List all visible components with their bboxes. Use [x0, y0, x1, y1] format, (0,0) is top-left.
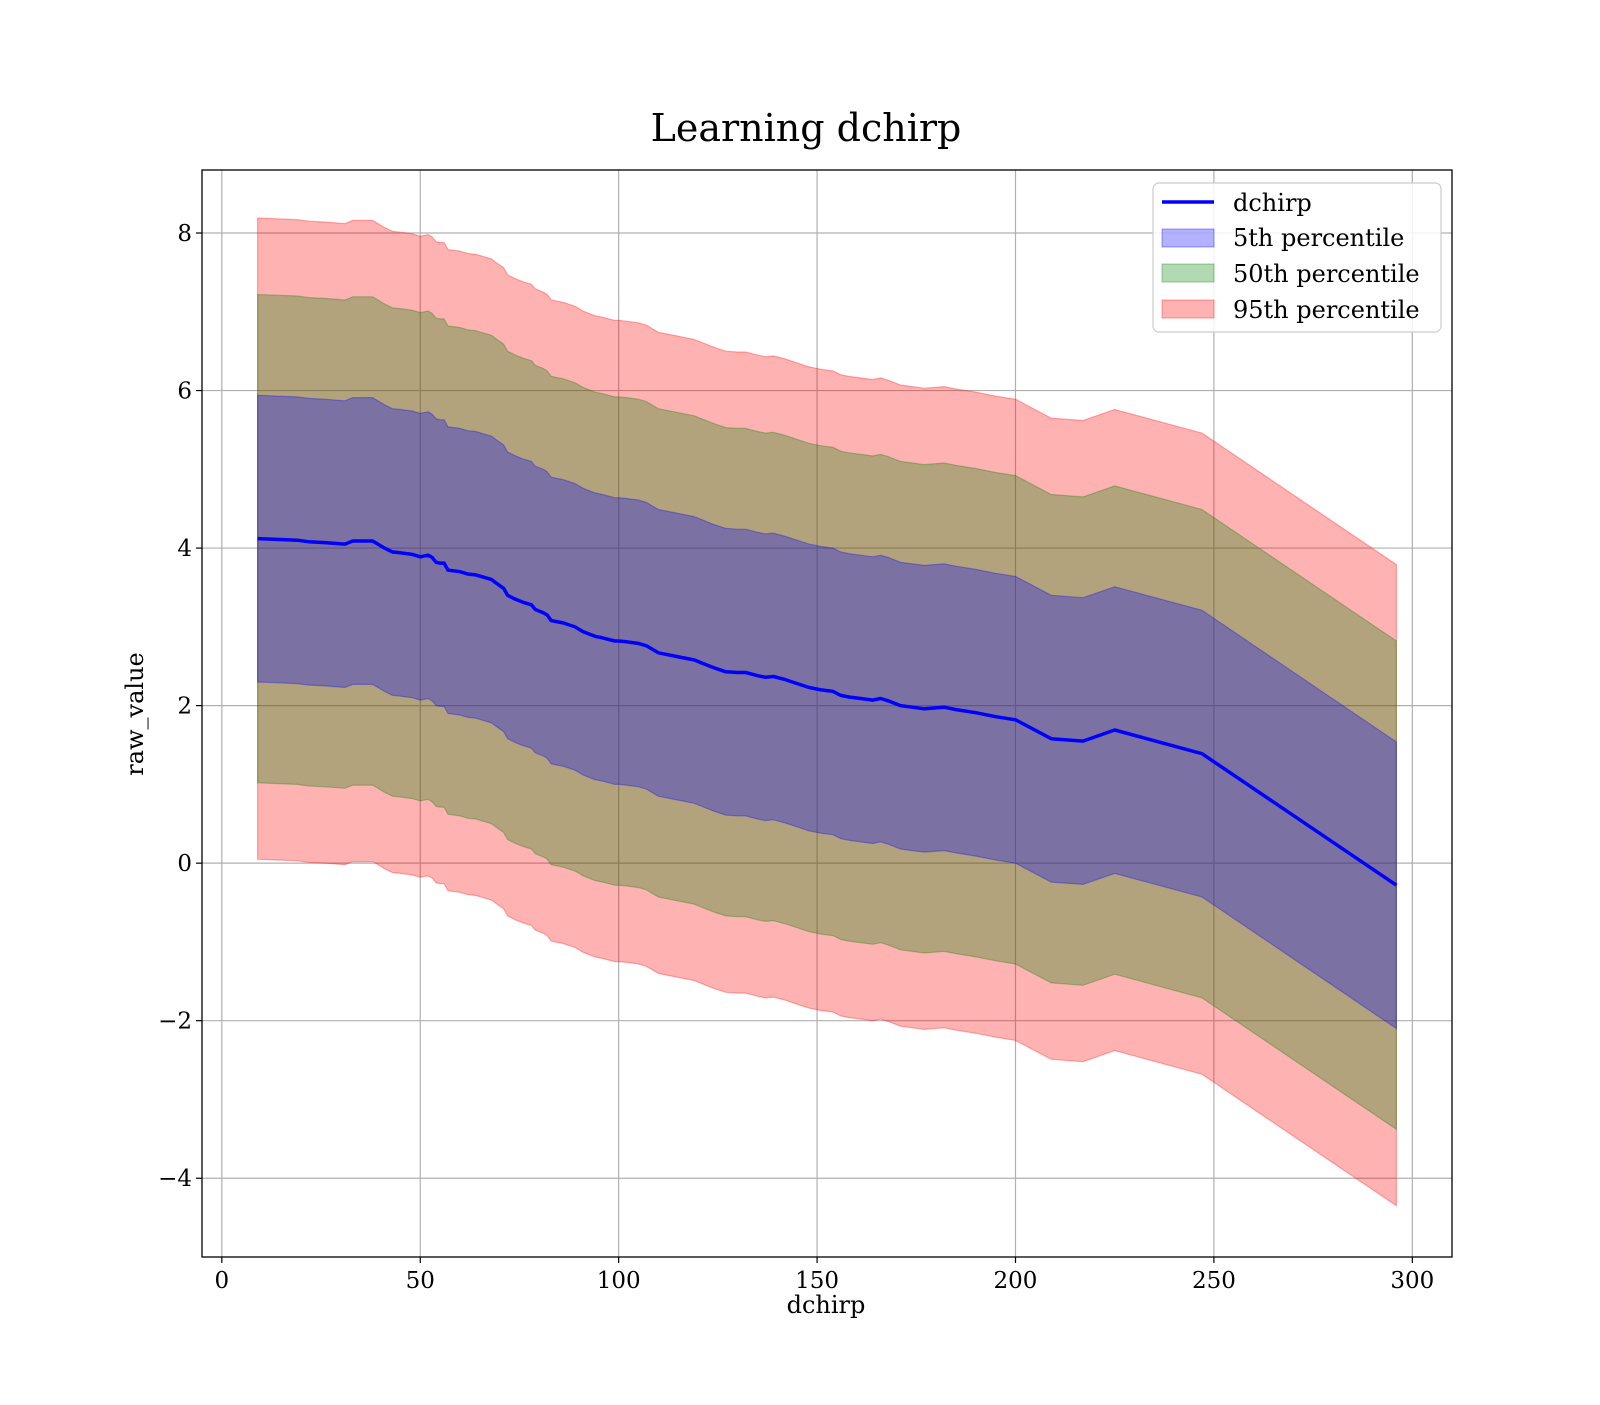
legend-label-50th: 50th percentile: [1233, 260, 1420, 288]
legend-label-dchirp: dchirp: [1233, 189, 1312, 217]
plot-frame: [201, 169, 1453, 1258]
x-tick-label: 100: [597, 1268, 641, 1294]
y-tick-label: −2: [158, 1009, 192, 1035]
y-tick-label: 2: [177, 694, 192, 720]
legend: dchirp 5th percentile 50th percentile 95…: [1152, 182, 1442, 333]
band-5th-percentile: [257, 394, 1398, 1030]
legend-label-95th: 95th percentile: [1233, 296, 1420, 324]
band-50th-percentile: [257, 293, 1398, 1131]
band-95th-percentile: [257, 217, 1398, 1207]
x-tick-label: 200: [994, 1268, 1038, 1294]
percentile-bands: [257, 217, 1398, 1207]
y-axis-ticks: −4 −2 0 2 4 6 8: [158, 221, 202, 1192]
series-line-dchirp: [257, 536, 1398, 887]
grid-lines: [202, 170, 1452, 1257]
x-tick-label: 50: [406, 1268, 435, 1294]
x-axis-label: dchirp: [787, 1291, 866, 1319]
legend-label-5th: 5th percentile: [1233, 224, 1404, 252]
y-tick-label: 6: [177, 379, 192, 405]
chart-title: Learning dchirp: [651, 106, 962, 150]
x-tick-label: 300: [1390, 1268, 1434, 1294]
legend-swatch-5th: [1161, 228, 1215, 248]
legend-frame: [1152, 182, 1442, 333]
y-tick-label: 8: [177, 221, 192, 247]
y-tick-label: −4: [158, 1166, 192, 1192]
x-axis-ticks: 0 50 100 150 200 250 300: [215, 1257, 1434, 1294]
legend-swatch-50th: [1161, 263, 1215, 283]
y-tick-label: 0: [177, 851, 192, 877]
legend-swatch-95th: [1161, 299, 1215, 319]
x-tick-label: 250: [1192, 1268, 1236, 1294]
x-tick-label: 0: [215, 1268, 230, 1294]
y-axis-label: raw_value: [121, 652, 149, 776]
y-tick-label: 4: [177, 536, 192, 562]
x-tick-label: 150: [795, 1268, 839, 1294]
series-lines: [257, 536, 1398, 887]
